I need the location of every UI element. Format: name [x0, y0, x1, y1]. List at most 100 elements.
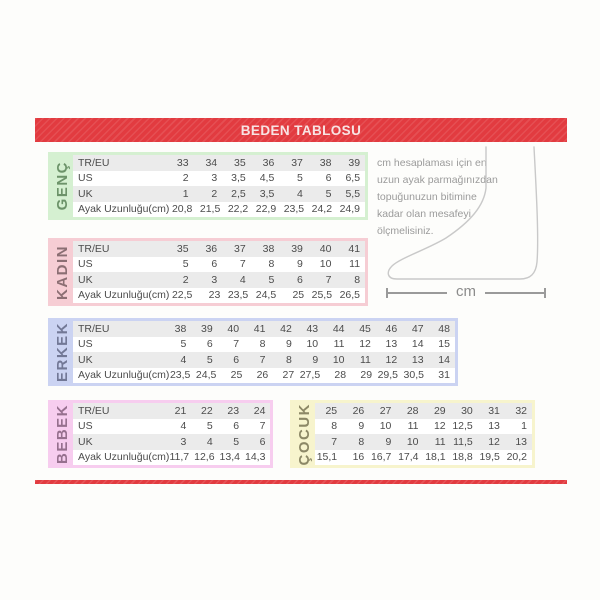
size-value: 2	[182, 172, 189, 185]
size-value: 27	[282, 369, 295, 382]
size-value: 6	[206, 338, 213, 351]
size-value: 25	[292, 289, 305, 302]
section-label-text: KADIN	[53, 244, 71, 300]
size-value: 43	[306, 322, 319, 335]
size-value: 31	[438, 369, 450, 382]
size-value: 24,2	[311, 203, 333, 216]
size-value: 3	[180, 435, 187, 448]
size-value: 19,5	[479, 451, 500, 464]
size-value: 7	[331, 435, 338, 448]
size-value: 25,5	[311, 289, 333, 302]
table-row: UK 1 2 2,5 3,5 4 5 5,5	[73, 186, 365, 202]
size-value: 48	[438, 322, 450, 335]
size-value: 7	[239, 258, 246, 271]
size-value: 30,5	[403, 369, 424, 382]
size-value: 9	[358, 420, 365, 433]
row-header: TR/EU	[78, 322, 110, 335]
size-value: 22,9	[255, 203, 277, 216]
size-value: 39	[348, 156, 361, 169]
note-line: ölçmelisiniz.	[377, 225, 434, 237]
size-value: 34	[205, 156, 218, 169]
size-value: 12	[359, 338, 371, 351]
size-value: 24,5	[255, 289, 277, 302]
size-value: 7	[233, 338, 240, 351]
size-value: 12	[488, 435, 500, 448]
measure-tick-left	[386, 288, 388, 298]
size-value: 8	[354, 273, 361, 286]
size-value: 11	[407, 420, 419, 433]
row-header: Ayak Uzunluğu(cm)	[78, 289, 170, 302]
size-value: 26	[256, 369, 269, 382]
section-label-text: ÇOCUK	[295, 402, 313, 466]
size-value: 14	[438, 353, 450, 366]
size-value: 9	[385, 435, 392, 448]
table-row: Ayak Uzunluğu(cm) 23,5 24,5 25 26 27 27,5 28 29 2…	[73, 368, 455, 384]
size-value: 9	[297, 258, 303, 271]
size-value: 11,7	[169, 451, 190, 464]
table-row: Ayak Uzunluğu(cm) 22,5 23 23,5 24,5 25 25,5 26,…	[73, 288, 365, 304]
size-value: 13	[515, 435, 527, 448]
size-value: 7	[325, 273, 332, 286]
row-header: Ayak Uzunluğu(cm)	[78, 369, 170, 382]
size-value: 37	[234, 242, 246, 255]
section-label-text: GENÇ	[53, 161, 71, 211]
size-value: 4,5	[259, 172, 275, 185]
size-value: 6	[233, 420, 240, 433]
size-value: 30	[461, 404, 473, 417]
size-value: 33	[176, 156, 189, 169]
row-header: US	[78, 420, 93, 433]
size-value: 9	[285, 338, 292, 351]
size-value: 38	[262, 242, 275, 255]
row-header: UK	[78, 353, 93, 366]
size-value: 35	[176, 242, 189, 255]
size-value: 24,5	[195, 369, 217, 382]
section-label-kadin: KADIN	[51, 241, 73, 303]
footer-divider	[35, 480, 567, 484]
foot-outline-path	[387, 146, 539, 280]
size-value: 46	[385, 322, 398, 335]
table-row: US 5 6 7 8 9 10 11	[73, 257, 365, 273]
size-value: 23	[208, 289, 221, 302]
size-value: 4	[297, 187, 303, 200]
size-value: 5	[182, 258, 189, 271]
size-value: 18,8	[452, 451, 473, 464]
size-value: 23,5	[283, 203, 305, 216]
row-header: US	[78, 258, 93, 271]
note-line: kadar olan mesafeyi	[377, 208, 471, 220]
size-value: 15	[438, 338, 450, 351]
size-value: 32	[515, 404, 527, 417]
size-value: 14,3	[244, 451, 266, 464]
size-value: 13	[385, 338, 398, 351]
row-header: US	[78, 338, 93, 351]
size-value: 21,5	[199, 203, 221, 216]
size-value: 3,5	[231, 172, 246, 185]
size-value: 2	[211, 187, 218, 200]
section-label-genc: GENÇ	[51, 155, 73, 217]
size-value: 25	[230, 369, 243, 382]
size-table-genc: GENÇ TR/EU 33 34 35 36 37 38 39 US 2 3 3,5 4,5 5 6 6,5 UK…	[48, 152, 368, 220]
size-value: 2	[182, 273, 189, 286]
size-value: 5,5	[345, 187, 361, 200]
cm-unit-label: cm	[456, 283, 476, 300]
size-value: 29	[360, 369, 373, 382]
table-row: UK 2 3 4 5 6 7 8	[73, 272, 365, 288]
section-label-cocuk: ÇOCUK	[293, 402, 315, 466]
row-header: Ayak Uzunluğu(cm)	[78, 203, 170, 216]
size-value: 27	[379, 404, 392, 417]
row-header: TR/EU	[78, 404, 110, 417]
size-value: 11	[349, 258, 361, 271]
section-label-text: ERKEK	[53, 321, 71, 382]
size-value: 4	[180, 353, 187, 366]
size-value: 13	[411, 353, 424, 366]
size-value: 8	[259, 338, 266, 351]
size-value: 10	[306, 338, 319, 351]
size-value: 39	[291, 242, 303, 255]
table-row: UK 4 5 6 7 8 9 10 11 12 13 14	[73, 352, 455, 368]
size-value: 4	[239, 273, 246, 286]
size-value: 41	[348, 242, 361, 255]
size-value: 5	[233, 435, 240, 448]
table-row: 8 9 10 11 12 12,5 13 1	[315, 419, 532, 435]
size-value: 4	[180, 420, 187, 433]
note-line: cm hesaplaması için en	[377, 157, 487, 169]
